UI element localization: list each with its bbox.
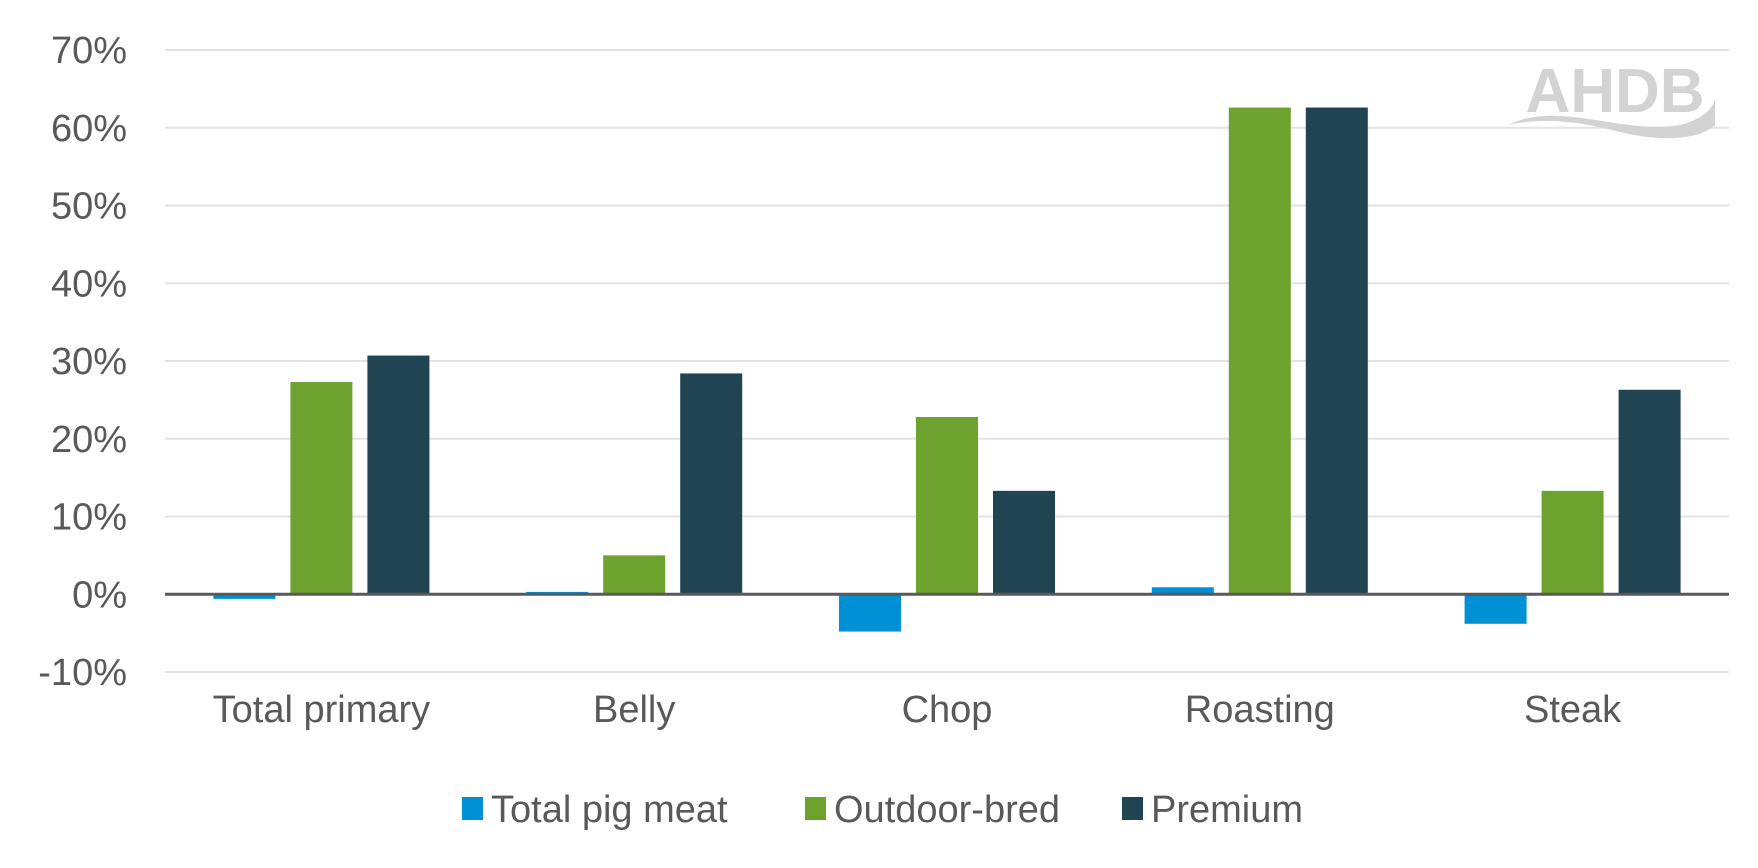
category-label: Roasting — [1185, 689, 1335, 731]
bar-premium — [680, 373, 743, 595]
y-tick-label: 60% — [51, 108, 127, 150]
y-tick-label: 20% — [51, 419, 127, 461]
y-tick-label: 50% — [51, 186, 127, 228]
bars — [213, 107, 1681, 632]
bar-premium — [1305, 107, 1368, 595]
bar-premium — [1618, 389, 1681, 595]
bar-outdoor-bred — [603, 555, 666, 595]
category-label: Belly — [593, 689, 675, 731]
y-tick-label: 0% — [72, 574, 127, 616]
y-axis-ticks: -10% 0% 10% 20% 30% 40% 50% 60% 70% — [38, 30, 127, 694]
bar-total-pig-meat — [1151, 587, 1214, 595]
logo-wave — [1508, 100, 1715, 139]
legend-swatch — [1122, 797, 1143, 820]
bar-outdoor-bred — [290, 381, 353, 595]
ahdb-logo: AHDB — [1508, 57, 1715, 139]
bar-outdoor-bred — [916, 416, 978, 595]
legend-swatch — [462, 797, 483, 820]
legend-label: Premium — [1151, 789, 1303, 831]
bar-total-pig-meat — [1464, 594, 1527, 624]
y-tick-label: 30% — [51, 341, 127, 383]
bar-outdoor-bred — [1228, 107, 1291, 595]
category-labels: Total primary Belly Chop Roasting Steak — [213, 689, 1623, 731]
category-label: Chop — [902, 689, 993, 731]
y-tick-label: 70% — [51, 30, 127, 72]
bar-premium — [367, 355, 430, 595]
legend-label: Total pig meat — [491, 789, 728, 831]
logo-text: AHDB — [1525, 57, 1704, 126]
bar-total-pig-meat — [839, 594, 901, 632]
category-label: Total primary — [213, 689, 431, 731]
legend-swatch — [805, 797, 826, 820]
bar-outdoor-bred — [1541, 490, 1604, 595]
category-label: Steak — [1524, 689, 1622, 731]
y-tick-label: -10% — [38, 652, 127, 694]
bar-premium — [993, 490, 1055, 595]
y-tick-label: 10% — [51, 497, 127, 539]
legend: Total pig meat Outdoor-bred Premium — [462, 789, 1303, 831]
legend-label: Outdoor-bred — [834, 789, 1060, 831]
bar-total-pig-meat — [213, 594, 276, 599]
y-tick-label: 40% — [51, 263, 127, 305]
